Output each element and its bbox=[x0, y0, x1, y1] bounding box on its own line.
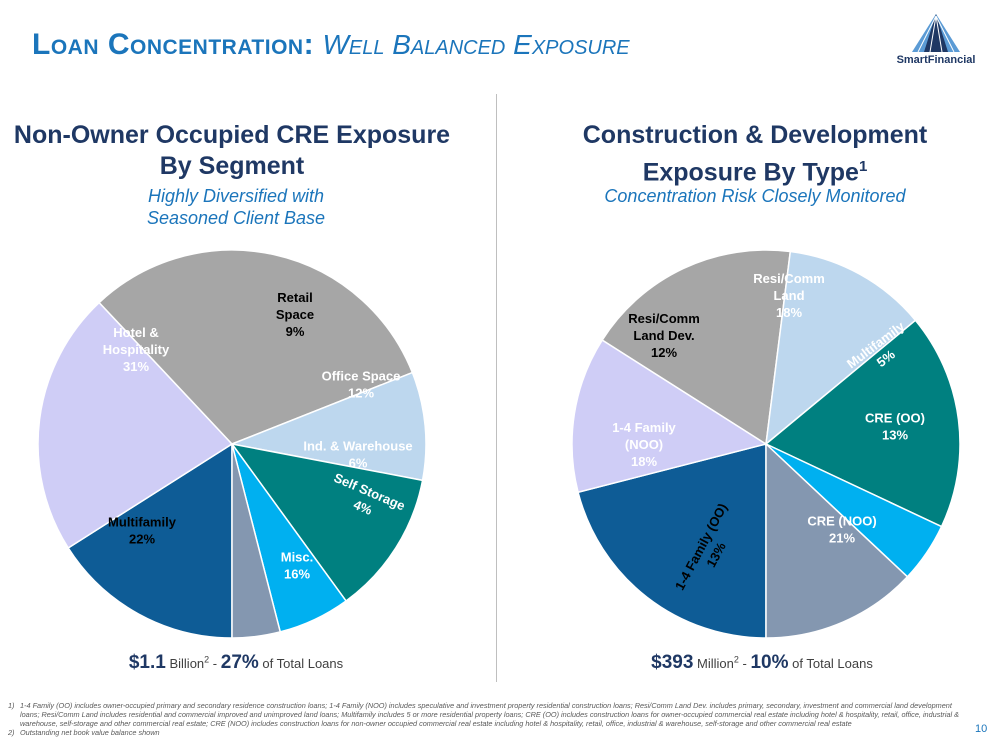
left-total-separator: - bbox=[212, 656, 218, 671]
left-pie-slices bbox=[37, 249, 427, 639]
left-chart-subtitle-line2: Seasoned Client Base bbox=[146, 208, 326, 228]
section-divider bbox=[496, 94, 497, 682]
footnote-1-text: 1-4 Family (OO) includes owner-occupied … bbox=[20, 701, 960, 728]
right-pie-slice-resi-comm-land-dev bbox=[765, 250, 917, 446]
left-total-percent: 27% bbox=[220, 652, 259, 673]
right-total-separator: - bbox=[742, 656, 747, 671]
right-total-unit-note: 2 bbox=[733, 654, 739, 665]
left-pie-label-office-space: Office Space 12% bbox=[322, 369, 401, 401]
page-title-sub: Well Balanced Exposure bbox=[322, 29, 630, 60]
left-chart-title: Non-Owner Occupied CRE Exposure By Segme… bbox=[13, 121, 451, 180]
left-pie-label-multifamily: Multifamily 22% bbox=[108, 515, 177, 547]
right-chart-title-note: 1 bbox=[858, 158, 868, 175]
page-title-main: Loan Concentration: bbox=[32, 28, 315, 61]
left-pie-label-retail-space: Retail Space 9% bbox=[276, 290, 314, 339]
right-pie-label-cre-oo: CRE (OO) 13% bbox=[865, 411, 925, 443]
footnote-1: 1) 1-4 Family (OO) includes owner-occupi… bbox=[8, 701, 968, 728]
right-pie-slices bbox=[571, 249, 961, 639]
left-pie-label-misc: Misc. 16% bbox=[281, 550, 314, 582]
right-total-suffix: of Total Loans bbox=[792, 656, 873, 671]
logo-mark-icon bbox=[912, 14, 960, 53]
right-pie-label-1-4-family-noo: 1-4 Family (NOO) 18% bbox=[612, 420, 676, 469]
right-chart-subtitle: Concentration Risk Closely Monitored bbox=[604, 186, 906, 206]
left-total-unit-note: 2 bbox=[204, 654, 210, 665]
right-total-unit: Million bbox=[697, 656, 734, 671]
page-title: Loan Concentration: Well Balanced Exposu… bbox=[32, 28, 630, 62]
right-pie-slice-1-4-family-oo bbox=[571, 339, 768, 494]
left-pie-slice-retail-space bbox=[229, 371, 427, 482]
right-pie-label-resi-comm-land-dev: Resi/Comm Land Dev. 12% bbox=[628, 311, 700, 360]
right-pie-slice-cre-noo bbox=[577, 443, 767, 639]
logo-text: SmartFinancial bbox=[896, 54, 976, 66]
left-total-unit: Billion bbox=[169, 656, 205, 671]
company-logo: SmartFinancial bbox=[880, 14, 992, 70]
left-total-suffix: of Total Loans bbox=[262, 656, 344, 671]
left-chart-total: $1.1 Billion2 - 27% of Total Loans bbox=[16, 652, 456, 674]
left-pie-slice-hotel-hospitality bbox=[98, 249, 414, 445]
left-pie-slice-multifamily bbox=[37, 301, 234, 549]
left-pie-slice-misc bbox=[67, 442, 233, 639]
right-chart-title-text: Construction & Development Exposure By T… bbox=[582, 121, 928, 187]
right-chart-title: Construction & Development Exposure By T… bbox=[535, 120, 975, 188]
left-chart-subtitle: Highly Diversified with Seasoned Client … bbox=[16, 185, 456, 229]
footnote-1-number: 1) bbox=[8, 701, 15, 710]
left-pie-label-ind-warehouse: Ind. & Warehouse 6% bbox=[303, 439, 412, 471]
left-pie-label-hotel-hospitality: Hotel & Hospitality 31% bbox=[103, 325, 170, 374]
left-chart-subtitle-line1: Highly Diversified with bbox=[147, 186, 325, 206]
right-total-value: $393 bbox=[651, 652, 694, 673]
right-pie-label-cre-noo: CRE (NOO) 21% bbox=[807, 514, 876, 546]
right-pie-slice-1-4-family-noo bbox=[601, 249, 792, 446]
right-pie-label-resi-comm-land: Resi/Comm Land 18% bbox=[753, 271, 825, 320]
right-total-percent: 10% bbox=[750, 652, 789, 673]
footnote-2-number: 2) bbox=[8, 728, 15, 737]
left-pie-slice-self-storage bbox=[231, 443, 282, 639]
footnotes: 1) 1-4 Family (OO) includes owner-occupi… bbox=[8, 701, 968, 737]
left-pie-slice-office-space bbox=[230, 442, 424, 602]
right-pie-slice-resi-comm-land bbox=[764, 319, 961, 528]
right-pie-slice-cre-oo bbox=[765, 442, 909, 639]
footnote-2: 2) Outstanding net book value balance sh… bbox=[8, 728, 968, 737]
right-chart-total: $393 Million2 - 10% of Total Loans bbox=[542, 652, 982, 674]
page-number: 10 bbox=[975, 723, 988, 735]
footnote-2-text: Outstanding net book value balance shown bbox=[20, 728, 160, 737]
left-total-value: $1.1 bbox=[128, 652, 166, 673]
